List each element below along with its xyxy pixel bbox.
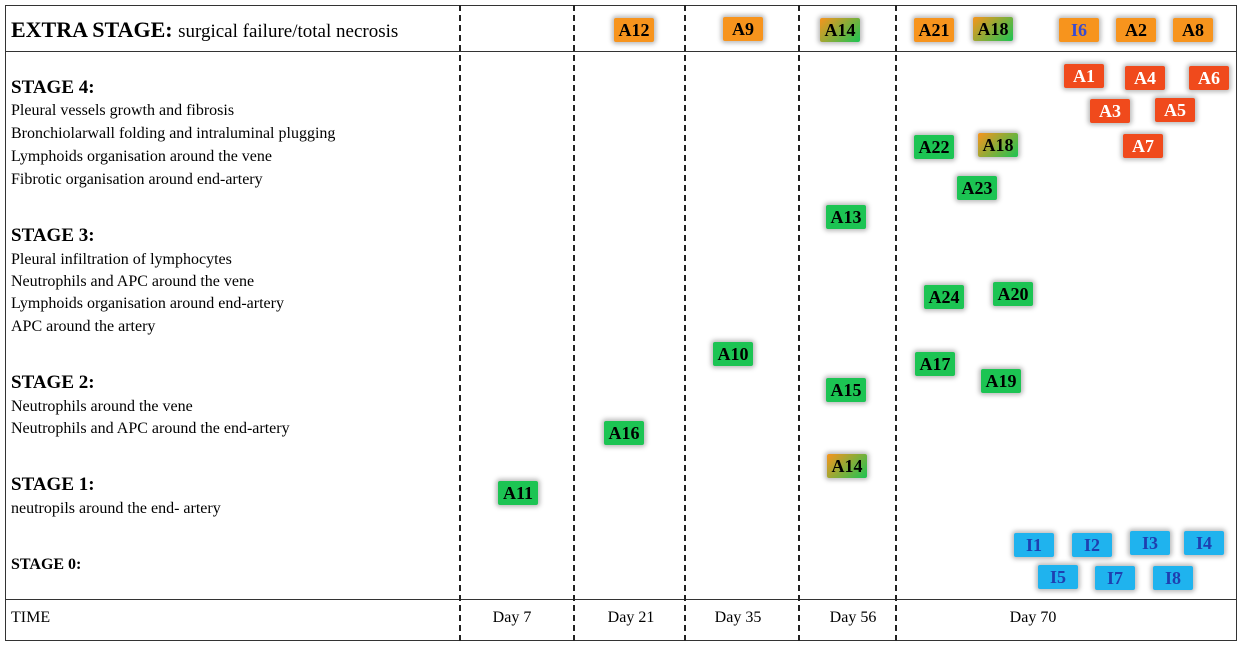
sample-tag: A9 bbox=[723, 17, 763, 41]
day-divider bbox=[573, 5, 575, 641]
sample-tag: A18 bbox=[973, 17, 1013, 41]
sample-tag: A13 bbox=[826, 205, 866, 229]
day-divider bbox=[459, 5, 461, 641]
day-label: Day 56 bbox=[829, 609, 877, 626]
sample-tag: A15 bbox=[826, 378, 866, 402]
stage-title: STAGE 2: bbox=[11, 372, 95, 393]
sample-tag: A4 bbox=[1125, 66, 1165, 90]
sample-tag: A12 bbox=[614, 18, 654, 42]
sample-tag: I7 bbox=[1095, 566, 1135, 590]
sample-tag: A2 bbox=[1116, 18, 1156, 42]
time-row-divider bbox=[5, 599, 1237, 600]
stage-description-line: neutropils around the end- artery bbox=[11, 500, 221, 517]
sample-tag: A1 bbox=[1064, 64, 1104, 88]
sample-tag: A14 bbox=[820, 18, 860, 42]
sample-tag: A16 bbox=[604, 421, 644, 445]
sample-tag: A7 bbox=[1123, 134, 1163, 158]
sample-tag: I4 bbox=[1184, 531, 1224, 555]
sample-tag: I5 bbox=[1038, 565, 1078, 589]
stage-description-line: Bronchiolarwall folding and intraluminal… bbox=[11, 125, 336, 142]
sample-tag: A6 bbox=[1189, 66, 1229, 90]
sample-tag: A5 bbox=[1155, 98, 1195, 122]
diagram-frame bbox=[5, 5, 1237, 641]
sample-tag: A23 bbox=[957, 176, 997, 200]
time-label: TIME bbox=[11, 609, 51, 626]
stage-description-line: Pleural infiltration of lymphocytes bbox=[11, 251, 232, 268]
sample-tag: A11 bbox=[498, 481, 538, 505]
sample-tag: A21 bbox=[914, 18, 954, 42]
sample-tag: A8 bbox=[1173, 18, 1213, 42]
stage-description-line: Neutrophils and APC around the end-arter… bbox=[11, 420, 290, 437]
day-label: Day 7 bbox=[492, 609, 532, 626]
stage-title: STAGE 3: bbox=[11, 225, 95, 246]
sample-tag: A17 bbox=[915, 352, 955, 376]
sample-tag: I3 bbox=[1130, 531, 1170, 555]
stage-description-line: Neutrophils around the vene bbox=[11, 398, 193, 415]
stage-description-line: Fibrotic organisation around end-artery bbox=[11, 171, 263, 188]
stage-description-line: Lymphoids organisation around end-artery bbox=[11, 295, 284, 312]
sample-tag: A18 bbox=[978, 133, 1018, 157]
stage-description-line: Lymphoids organisation around the vene bbox=[11, 148, 272, 165]
sample-tag: A24 bbox=[924, 285, 964, 309]
sample-tag: A3 bbox=[1090, 99, 1130, 123]
sample-tag: A20 bbox=[993, 282, 1033, 306]
extra-stage-subtitle: surgical failure/total necrosis bbox=[178, 21, 399, 42]
day-divider bbox=[684, 5, 686, 641]
sample-tag: A22 bbox=[914, 135, 954, 159]
stage-description-line: Neutrophils and APC around the vene bbox=[11, 273, 255, 290]
stage-title: STAGE 0: bbox=[11, 556, 82, 573]
sample-tag: I8 bbox=[1153, 566, 1193, 590]
day-label: Day 70 bbox=[1009, 609, 1057, 626]
stage-title: STAGE 4: bbox=[11, 77, 95, 98]
sample-tag: I6 bbox=[1059, 18, 1099, 42]
sample-tag: I2 bbox=[1072, 533, 1112, 557]
extra-stage-title: EXTRA STAGE: bbox=[11, 17, 173, 42]
extra-stage-divider bbox=[5, 51, 1237, 52]
day-label: Day 35 bbox=[714, 609, 762, 626]
extra-stage-heading: EXTRA STAGE: surgical failure/total necr… bbox=[11, 17, 398, 45]
sample-tag: A19 bbox=[981, 369, 1021, 393]
stage-description-line: APC around the artery bbox=[11, 318, 156, 335]
stage-title: STAGE 1: bbox=[11, 474, 95, 495]
day-label: Day 21 bbox=[607, 609, 655, 626]
sample-tag: A10 bbox=[713, 342, 753, 366]
sample-tag: I1 bbox=[1014, 533, 1054, 557]
day-divider bbox=[895, 5, 897, 641]
day-divider bbox=[798, 5, 800, 641]
sample-tag: A14 bbox=[827, 454, 867, 478]
stage-description-line: Pleural vessels growth and fibrosis bbox=[11, 102, 235, 119]
